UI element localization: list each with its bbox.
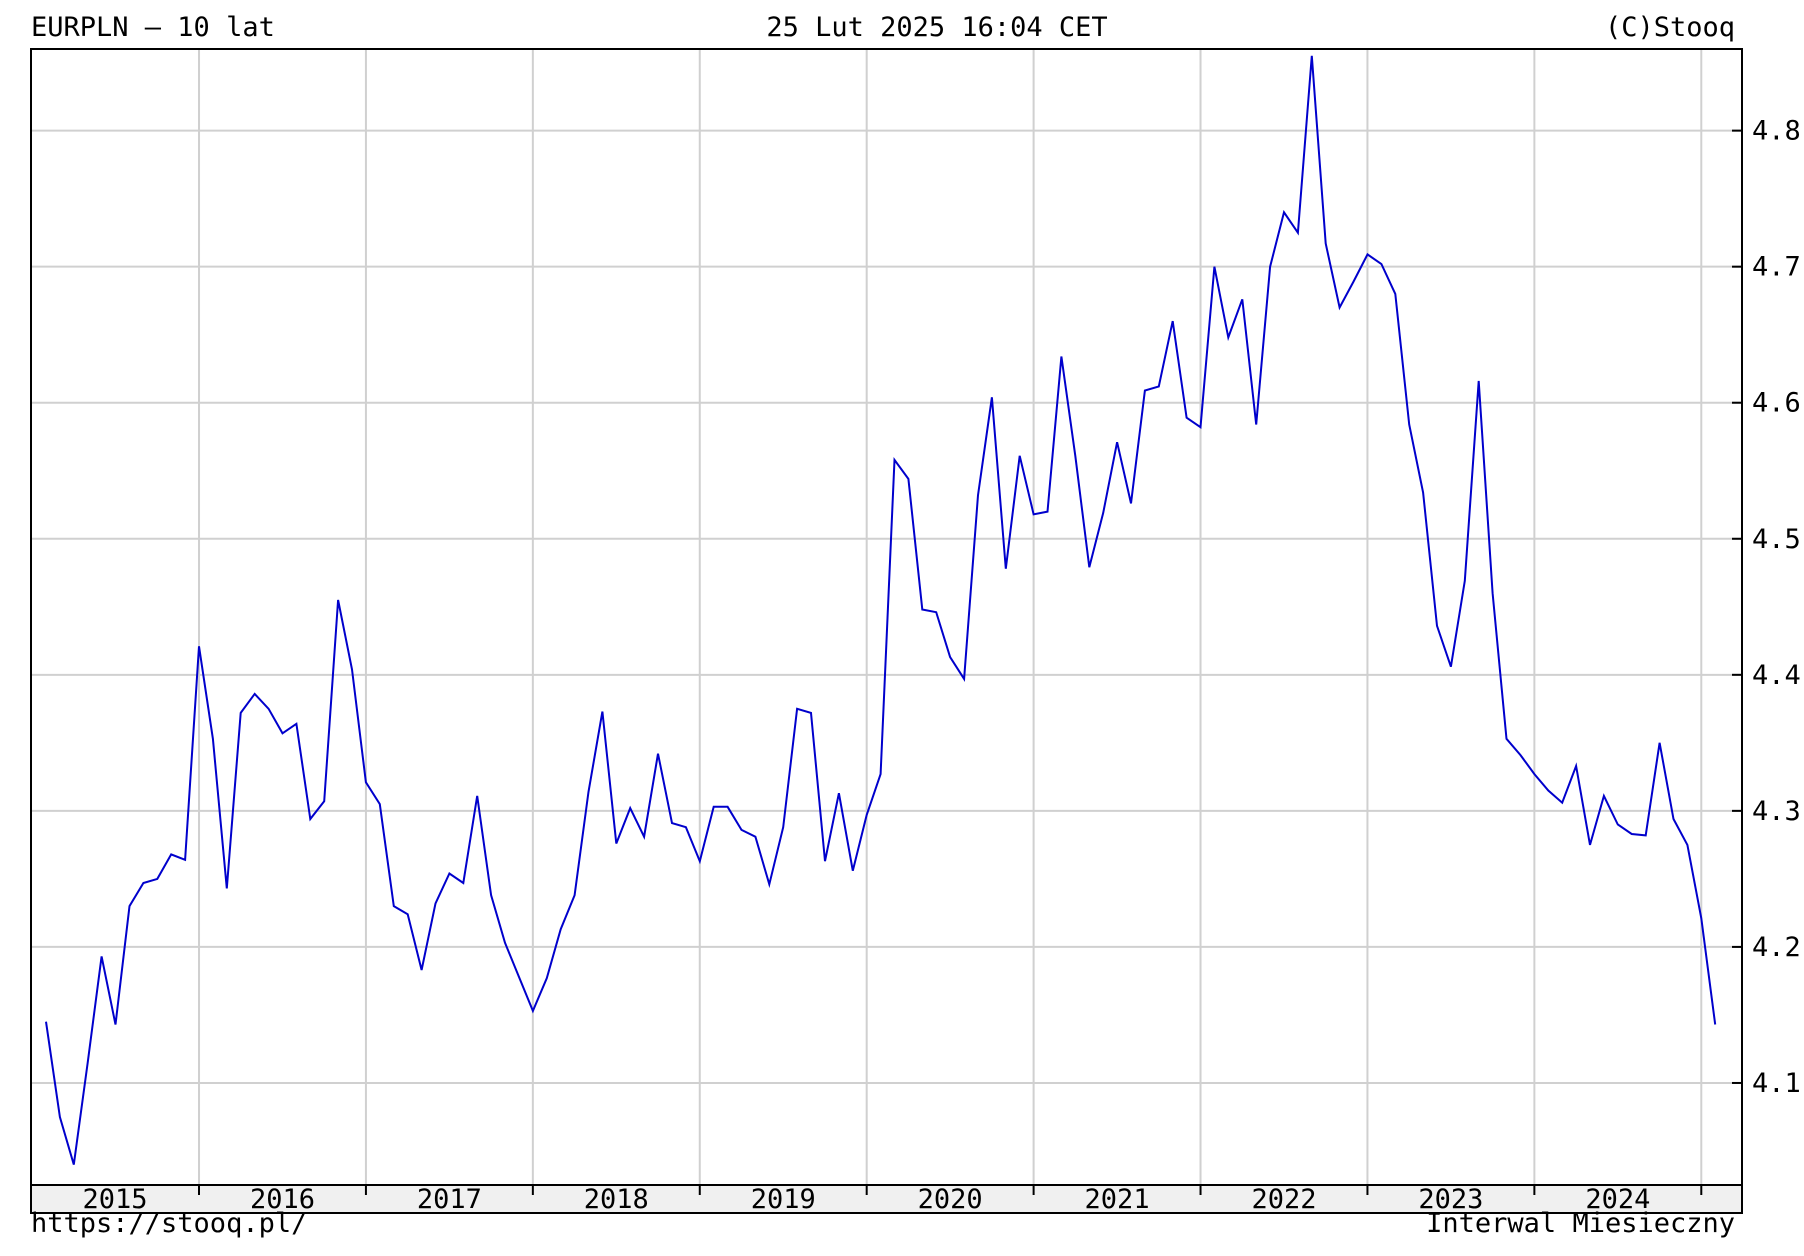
y-tick-label: 4.2 <box>1752 932 1801 963</box>
x-tick-labels: 2015 2016 2017 2018 2019 2020 2021 2022 2023 2024 <box>82 1184 1650 1215</box>
x-tick-label: 2016 <box>250 1184 315 1215</box>
x-tick-label: 2024 <box>1585 1184 1650 1215</box>
source-url: https://stooq.pl/ <box>31 1208 308 1239</box>
x-tick-label: 2015 <box>82 1184 147 1215</box>
y-tick-label: 4.7 <box>1752 252 1801 283</box>
x-tick-label: 2019 <box>751 1184 816 1215</box>
y-tick-marks <box>1732 129 1742 1084</box>
y-tick-label: 4.4 <box>1752 660 1801 691</box>
y-tick-label: 4.5 <box>1752 524 1801 555</box>
x-tick-label: 2020 <box>918 1184 983 1215</box>
x-axis-band <box>31 1185 1742 1213</box>
x-tick-marks <box>198 1185 1703 1195</box>
x-tick-label: 2022 <box>1251 1184 1316 1215</box>
interval-label: Interwal Miesieczny <box>1426 1208 1735 1239</box>
y-tick-label: 4.1 <box>1752 1068 1801 1099</box>
plot-frame <box>30 48 1743 1214</box>
y-tick-label: 4.3 <box>1752 796 1801 827</box>
x-tick-label: 2023 <box>1418 1184 1483 1215</box>
x-gridlines <box>198 49 1703 1185</box>
x-tick-label: 2021 <box>1085 1184 1150 1215</box>
copyright: (C)Stooq <box>1604 12 1735 43</box>
y-gridlines <box>31 129 1742 1084</box>
y-tick-labels: 4.1 4.2 4.3 4.4 4.5 4.6 4.7 4.8 <box>1752 116 1801 1099</box>
y-tick-label: 4.6 <box>1752 388 1801 419</box>
timestamp: 25 Lut 2025 16:04 CET <box>766 12 1108 43</box>
chart-title: EURPLN – 10 lat <box>31 12 275 43</box>
series-group <box>45 55 1717 1165</box>
y-tick-label: 4.8 <box>1752 116 1801 147</box>
series-line <box>45 55 1717 1165</box>
x-tick-label: 2018 <box>584 1184 649 1215</box>
x-tick-label: 2017 <box>417 1184 482 1215</box>
